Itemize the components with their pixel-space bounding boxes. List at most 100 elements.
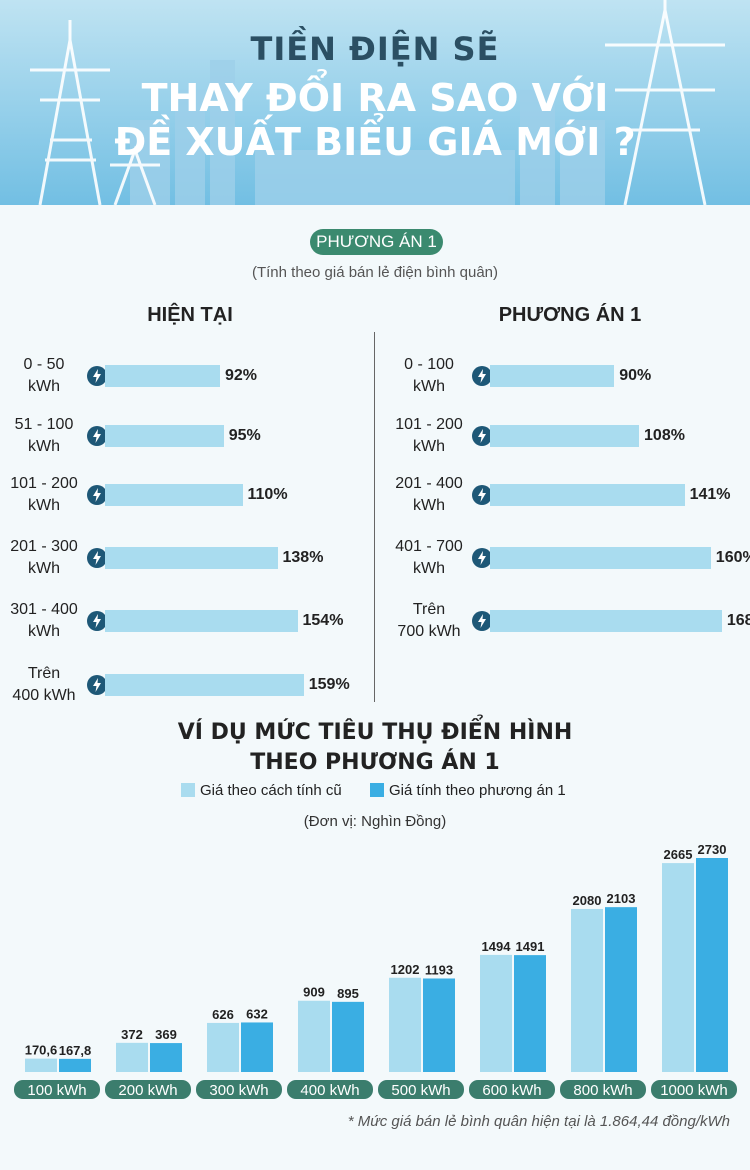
lightning-icon <box>87 485 107 505</box>
bar-value-label: 626 <box>212 1007 234 1022</box>
tariff-bar <box>105 365 220 387</box>
footnote: * Mức giá bán lẻ bình quân hiện tại là 1… <box>347 1113 730 1130</box>
category-label: 1000 kWh <box>660 1082 728 1099</box>
bar-new-price <box>332 1001 364 1072</box>
tariff-tier-label: 201 - 300 kWh <box>4 536 84 580</box>
category-pill <box>196 1080 282 1099</box>
bar-value-label: 2730 <box>698 842 727 857</box>
tariff-bar <box>490 425 640 447</box>
tariff-bar <box>490 365 615 387</box>
category-pill <box>287 1080 373 1099</box>
tier-label-line: kWh <box>28 438 60 455</box>
lightning-icon <box>87 611 107 631</box>
bar-value-label: 1202 <box>391 962 420 977</box>
category-pill <box>14 1080 100 1099</box>
title-line-3: ĐỀ XUẤT BIỂU GIÁ MỚI ? <box>114 120 636 164</box>
tariff-tier-label: 301 - 400 kWh <box>4 599 84 643</box>
bar-old-price <box>116 1042 148 1072</box>
tier-label-line: 101 - 200 <box>10 475 78 492</box>
tariff-value-label: 90% <box>619 367 652 384</box>
bar-value-label: 2103 <box>607 891 636 906</box>
current-tariff-heading: HIỆN TẠI <box>147 304 233 326</box>
tariff-value-label: 108% <box>644 427 685 444</box>
lightning-icon <box>87 675 107 695</box>
tariff-value-label: 138% <box>282 549 324 566</box>
bar-new-price <box>241 1022 273 1072</box>
tariff-tier-label: 0 - 50 kWh <box>4 354 84 398</box>
bar-new-price <box>514 955 546 1072</box>
bar-value-label: 895 <box>337 986 359 1001</box>
bar-value-label: 167,8 <box>59 1043 92 1058</box>
category-pill <box>469 1080 555 1099</box>
tariff-bar <box>105 610 298 632</box>
tariff-value-label: 160% <box>715 549 750 566</box>
lightning-icon <box>87 366 107 386</box>
plan1-tariff-heading: PHƯƠNG ÁN 1 <box>498 304 642 326</box>
tariff-bar <box>490 484 685 506</box>
lightning-icon <box>87 426 107 446</box>
tariff-bar <box>105 674 304 696</box>
tier-label-line: kWh <box>413 497 445 514</box>
example-chart-title-line-2: THEO PHƯƠNG ÁN 1 <box>250 750 500 775</box>
tier-label-line: 400 kWh <box>12 687 76 704</box>
lightning-icon <box>472 611 492 631</box>
legend-swatch-new <box>370 783 384 797</box>
bar-value-label: 632 <box>246 1006 268 1021</box>
legend-label-old: Giá theo cách tính cũ <box>200 782 342 799</box>
title-line-2: THAY ĐỔI RA SAO VỚI <box>141 76 609 120</box>
tariff-bar <box>105 547 278 569</box>
tariff-tier-label: 0 - 100 kWh <box>389 354 469 398</box>
category-label: 500 kWh <box>391 1082 450 1099</box>
plan-note: (Tính theo giá bán lẻ điện bình quân) <box>251 264 498 281</box>
tier-label-line: 0 - 50 <box>23 356 65 373</box>
tariff-tier-label: 201 - 400 kWh <box>389 473 469 517</box>
tier-label-line: kWh <box>28 560 60 577</box>
bar-new-price <box>150 1043 182 1072</box>
category-label: 600 kWh <box>482 1082 541 1099</box>
tier-label-line: 101 - 200 <box>395 416 463 433</box>
category-pill <box>105 1080 191 1099</box>
legend-item-new: Giá tính theo phương án 1 <box>370 782 566 800</box>
tariff-bar <box>105 425 224 447</box>
tier-label-line: 401 - 700 <box>395 538 463 555</box>
tariff-value-label: 110% <box>247 486 288 503</box>
tariff-bar <box>105 484 243 506</box>
bar-old-price <box>207 1022 239 1072</box>
tariff-bar <box>490 610 722 632</box>
tier-label-line: Trên <box>27 665 61 682</box>
bar-value-label: 369 <box>155 1027 177 1042</box>
title-line-1: TIỀN ĐIỆN SẼ <box>250 30 500 68</box>
header-banner: TIỀN ĐIỆN SẼ THAY ĐỔI RA SAO VỚI ĐỀ XUẤT… <box>0 0 750 205</box>
tariff-value-label: 141% <box>689 486 731 503</box>
tier-label-line: 301 - 400 <box>10 601 78 618</box>
tariff-bar <box>490 547 711 569</box>
bar-value-label: 1193 <box>425 962 453 977</box>
tariff-tier-label: 101 - 200 kWh <box>389 414 469 458</box>
category-pill <box>378 1080 464 1099</box>
lightning-icon <box>472 426 492 446</box>
tariff-tier-label: Trên 700 kWh <box>389 599 469 643</box>
category-label: 800 kWh <box>573 1082 632 1099</box>
tier-label-line: 201 - 300 <box>10 538 78 555</box>
category-label: 300 kWh <box>209 1082 268 1099</box>
bar-new-price <box>423 978 455 1072</box>
category-label: 400 kWh <box>300 1082 359 1099</box>
unit-note: (Đơn vị: Nghìn Đồng) <box>303 813 447 830</box>
bar-new-price <box>59 1058 91 1072</box>
tariff-value-label: 159% <box>308 676 350 693</box>
lightning-icon <box>472 548 492 568</box>
tariff-tier-label: 401 - 700 kWh <box>389 536 469 580</box>
tier-label-line: 700 kWh <box>397 623 461 640</box>
tier-label-line: Trên <box>412 601 446 618</box>
tariff-value-label: 92% <box>225 367 258 384</box>
example-bar-chart: 170,6 167,8 100 kWh 372 369 200 kWh 626 632 300 … <box>14 842 737 1099</box>
bar-old-price <box>298 1000 330 1072</box>
tier-label-line: 0 - 100 <box>404 356 454 373</box>
bar-value-label: 1494 <box>482 939 512 954</box>
legend-label-new: Giá tính theo phương án 1 <box>389 782 566 799</box>
bar-new-price <box>696 858 728 1072</box>
bar-new-price <box>605 907 637 1072</box>
column-divider <box>374 332 375 702</box>
bar-old-price <box>662 863 694 1072</box>
category-label: 200 kWh <box>118 1082 177 1099</box>
